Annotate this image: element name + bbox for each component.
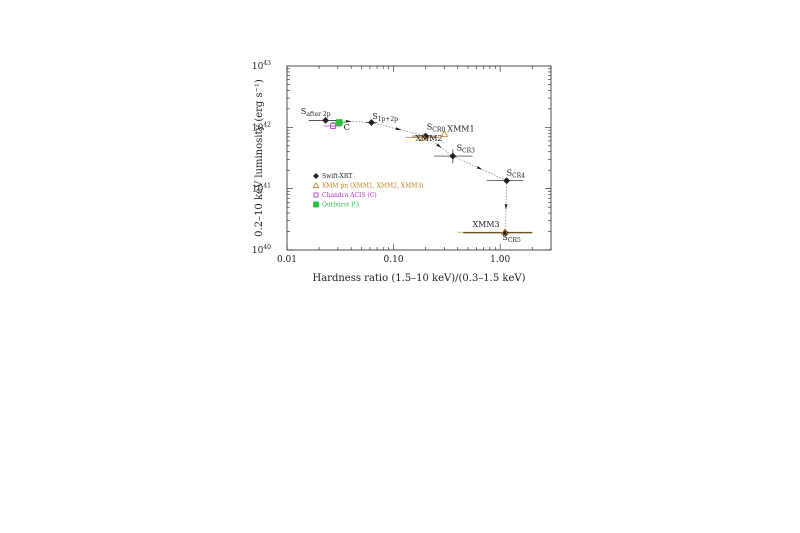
point-annotations: Safter 2p S1p+2p SCR0 XMM1 XMM2 C SCR3 SCR4 XMM3… (301, 107, 525, 244)
data-point (503, 177, 511, 185)
data-point (330, 123, 336, 129)
point-label: S1p+2p (372, 112, 398, 123)
point-label: XMM3 (472, 220, 499, 229)
data-point (440, 130, 449, 137)
evolution-path (325, 119, 508, 233)
legend-marker (312, 172, 320, 180)
legend: Swift-XRT XMM pn (XMM1, XMM2, XMM3) Chandr… (312, 172, 424, 209)
data-point (449, 152, 457, 160)
point-label: SCR3 (457, 143, 476, 154)
path-arrow (436, 143, 442, 148)
path-arrow (476, 166, 483, 170)
x-tick-label: 0.01 (277, 255, 297, 265)
x-axis-label: Hardness ratio (1.5–10 keV)/(0.3–1.5 keV… (313, 273, 526, 284)
path-arrow (395, 127, 402, 131)
path-arrow (504, 204, 508, 210)
legend-marker (312, 182, 320, 188)
data-markers (322, 116, 511, 237)
point-label: XMM2 (415, 134, 442, 143)
data-point (368, 119, 375, 126)
plot-frame (286, 65, 552, 251)
data-point (322, 116, 329, 124)
legend-marker (313, 192, 319, 198)
x-tick-label: 1.00 (490, 255, 510, 265)
point-label: XMM1 (447, 124, 474, 133)
y-tick-label: 1043 (252, 60, 271, 72)
y-axis-label: 0.2–10 keV luminosity (erg s⁻¹) (254, 79, 265, 237)
point-label: SCR0 (427, 123, 446, 134)
x-tick-label: 0.10 (384, 255, 404, 265)
path-arrow (345, 119, 352, 123)
data-point (500, 228, 509, 236)
legend-entry: Swift-XRT (322, 173, 352, 180)
data-point (419, 133, 427, 141)
legend-entry: Outburst P3 (322, 202, 359, 209)
y-tick-label: 1040 (252, 244, 271, 256)
legend-entry: Chandra ACIS (C) (322, 192, 377, 199)
path-segment (425, 135, 454, 157)
point-label: C (344, 123, 350, 132)
point-label: Safter 2p (301, 107, 331, 118)
legend-entry: XMM pn (XMM1, XMM2, XMM3) (322, 183, 424, 190)
data-point (336, 119, 343, 126)
path-segment (452, 155, 507, 182)
legend-marker (313, 201, 319, 208)
point-label: SCR5 (502, 233, 521, 244)
point-label: SCR4 (507, 168, 526, 179)
